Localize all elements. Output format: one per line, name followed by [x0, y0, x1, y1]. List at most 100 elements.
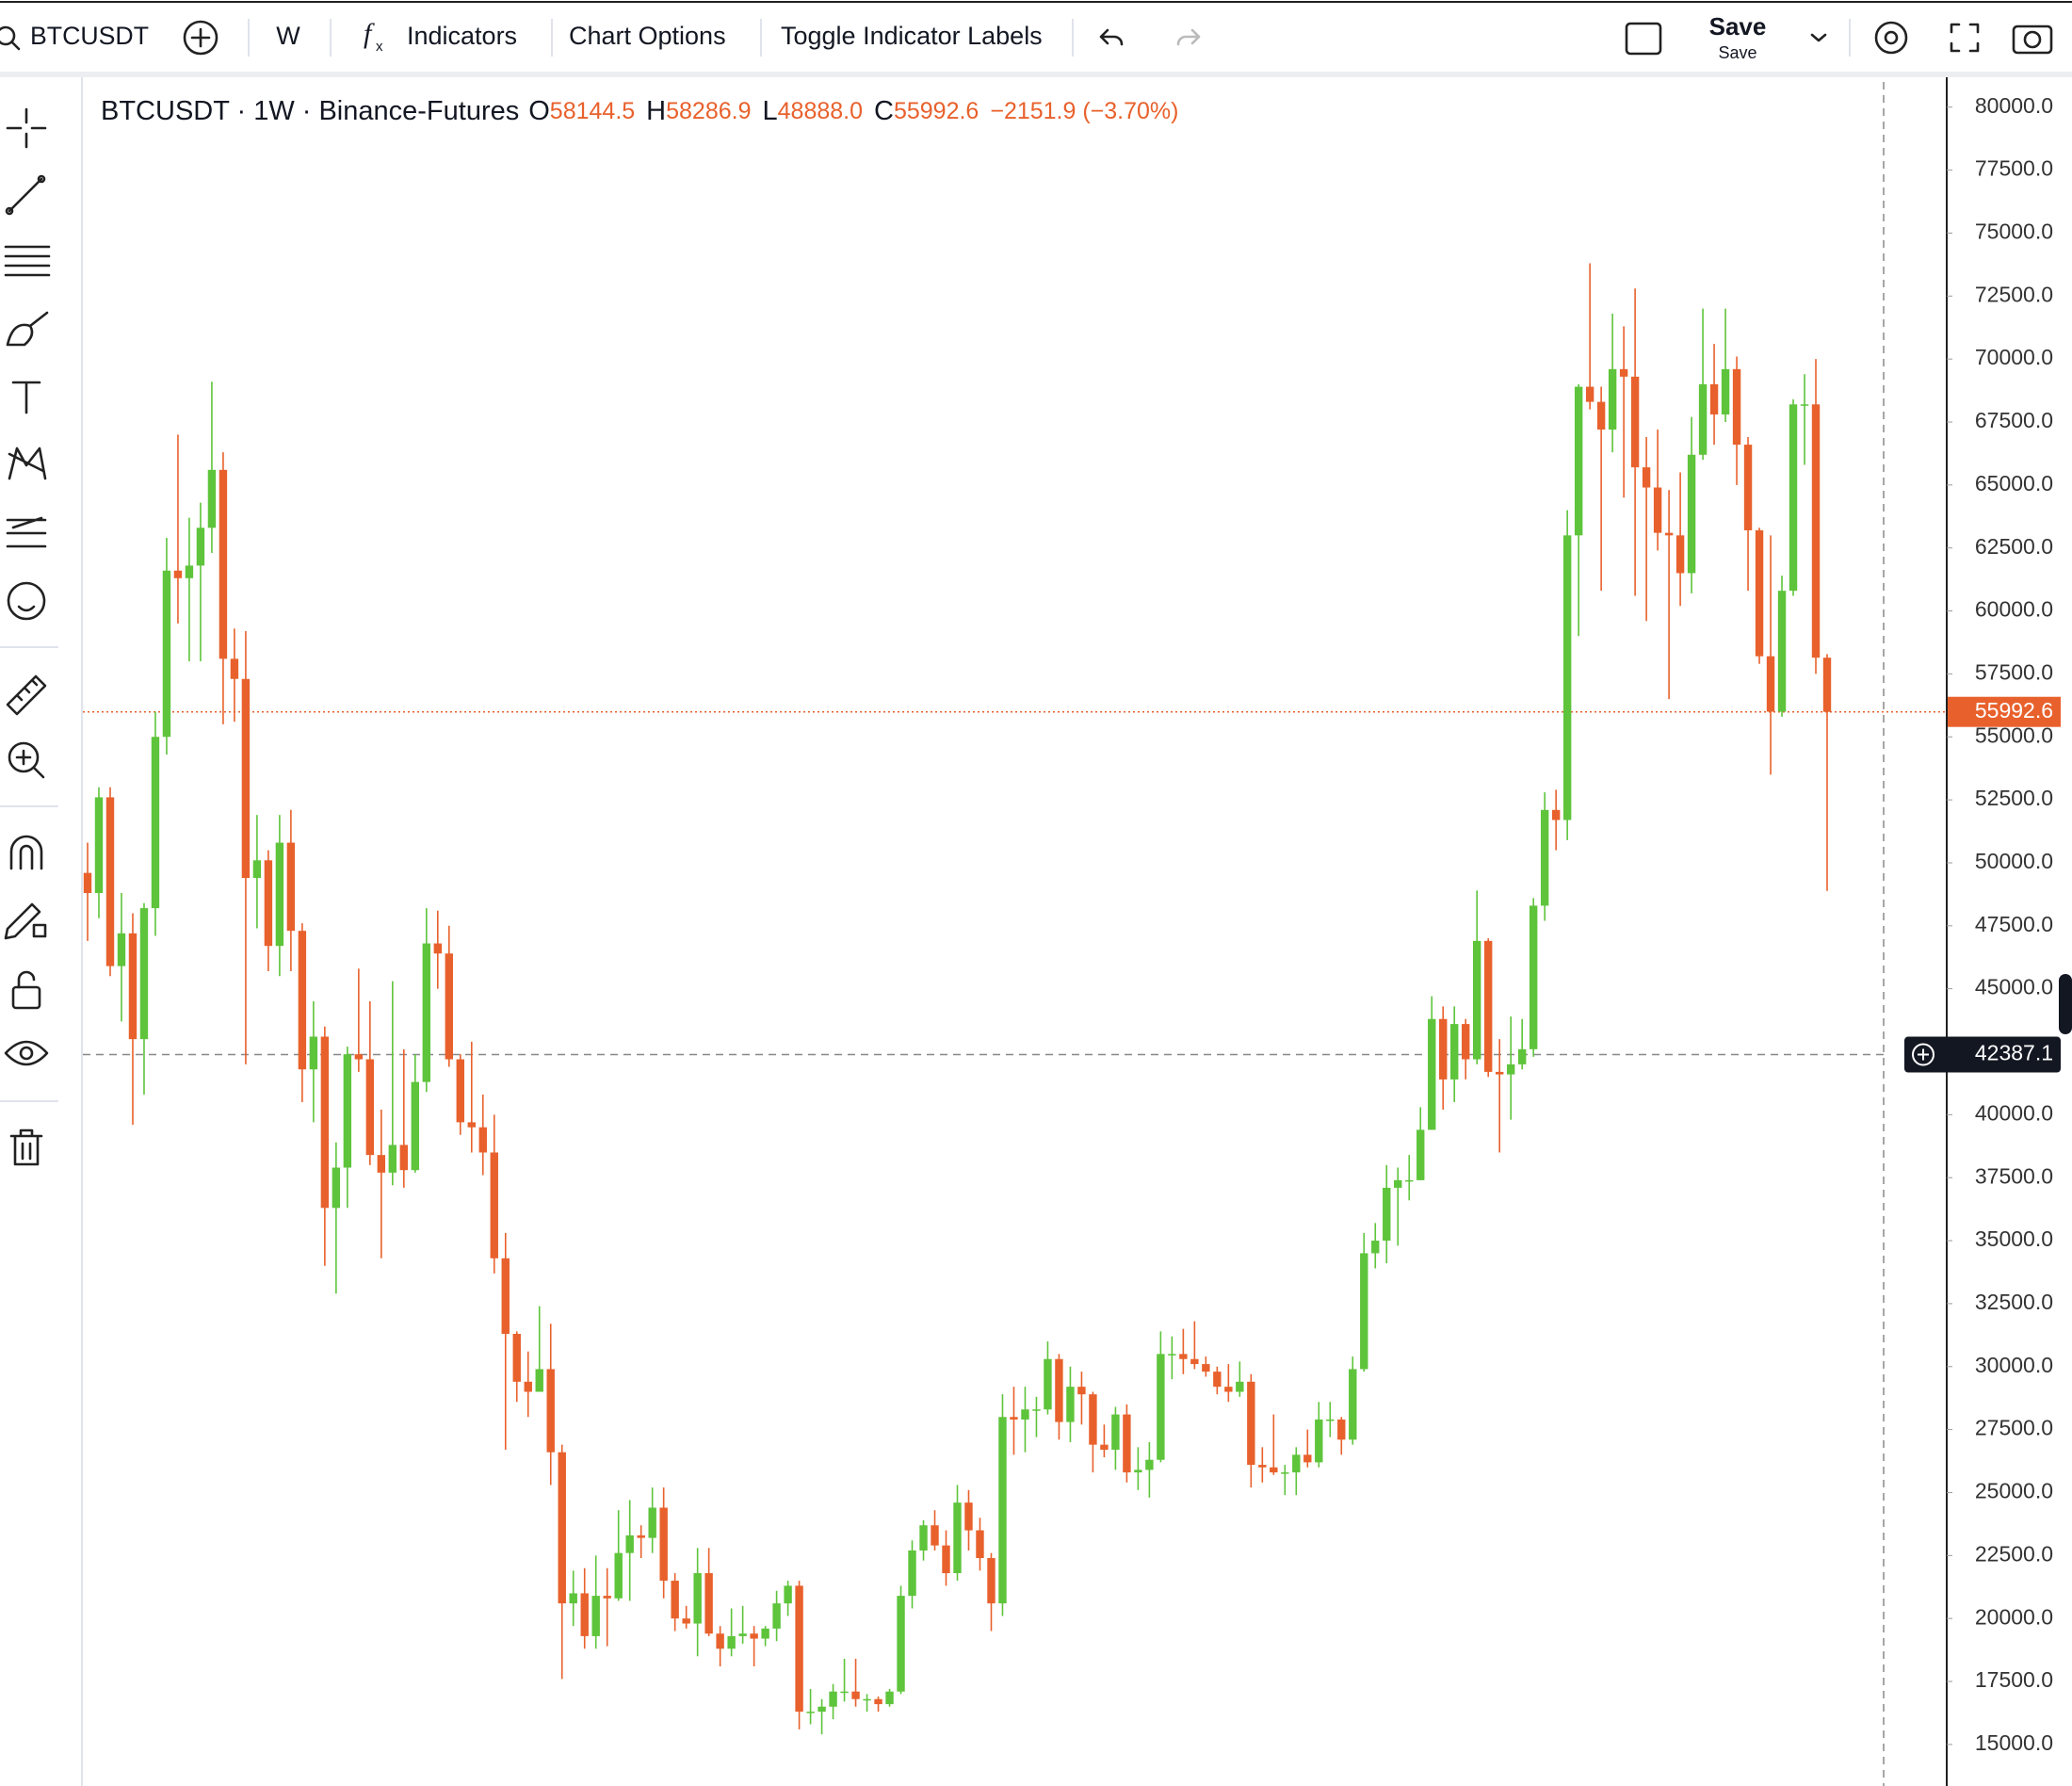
legend-key: H — [646, 96, 666, 126]
lock-drawing-tool[interactable] — [4, 902, 47, 940]
candle-body — [1032, 1409, 1041, 1411]
candle-body — [128, 933, 138, 1040]
candle-body — [1111, 1414, 1120, 1451]
magnet-tool[interactable] — [9, 835, 43, 870]
symbol[interactable]: BTCUSDT — [30, 22, 149, 50]
candle-body — [1292, 1454, 1301, 1473]
fib-tool[interactable] — [4, 245, 51, 277]
compare-button[interactable] — [183, 20, 219, 56]
candle-body — [863, 1698, 871, 1701]
candle-body — [1134, 1469, 1142, 1473]
save-button[interactable]: Save — [1709, 12, 1767, 41]
candle-body — [693, 1573, 702, 1624]
settings-button[interactable] — [1874, 21, 1908, 55]
candle-body — [1732, 368, 1741, 446]
y-tick-label: 62500.0 — [1975, 534, 2053, 559]
undo-button[interactable] — [1099, 28, 1124, 46]
delete-tool[interactable] — [9, 1128, 43, 1166]
candle-body — [976, 1530, 984, 1558]
zoom-tool[interactable] — [8, 741, 40, 773]
search-icon — [10, 41, 21, 51]
candle-body — [388, 1145, 397, 1173]
y-tick-label: 40000.0 — [1975, 1100, 2053, 1125]
y-tick-label: 72500.0 — [1975, 282, 2053, 306]
crosshair-tool[interactable] — [6, 107, 47, 149]
save-menu[interactable] — [1810, 33, 1827, 42]
crosshair-label: 42387.1 — [1975, 1041, 2053, 1065]
left-toolbar — [0, 77, 83, 1786]
candle-body — [1123, 1414, 1131, 1473]
candle-body — [1270, 1467, 1278, 1473]
text-tool[interactable] — [11, 381, 41, 414]
candle-body — [1755, 529, 1764, 657]
candle-body — [162, 570, 171, 738]
brush-tool[interactable] — [6, 311, 49, 347]
prediction-tool[interactable] — [6, 516, 47, 548]
screenshot-button[interactable] — [2012, 24, 2053, 55]
chart-options-button[interactable]: Chart Options — [569, 22, 726, 50]
candle-body — [1066, 1387, 1075, 1422]
lock-tool[interactable] — [11, 985, 41, 1010]
interval-button[interactable]: W — [276, 22, 300, 50]
y-tick-label: 35000.0 — [1975, 1226, 2053, 1251]
last-price-label: 55992.6 — [1975, 698, 2053, 723]
candle-body — [83, 872, 92, 894]
candle-body — [1721, 368, 1730, 414]
candle-body — [365, 1059, 375, 1156]
candle-body — [1822, 658, 1832, 712]
candle-body — [1462, 1024, 1470, 1060]
eye-icon — [19, 1046, 34, 1061]
candle-body — [1315, 1419, 1323, 1463]
toggle-labels-button[interactable]: Toggle Indicator Labels — [781, 22, 1043, 50]
y-tick-label: 50000.0 — [1975, 849, 2053, 873]
candle-body — [1608, 368, 1617, 430]
candle-body — [275, 842, 284, 947]
candle-body — [264, 860, 273, 947]
candle-body — [919, 1525, 928, 1551]
candle-body — [750, 1633, 758, 1639]
candle-body — [377, 1155, 386, 1173]
redo-button[interactable] — [1176, 28, 1201, 46]
candle-body — [1585, 386, 1594, 402]
candle-body — [512, 1334, 521, 1382]
trend-line-tool[interactable] — [8, 177, 43, 213]
candle-body — [580, 1593, 589, 1636]
candle-body — [953, 1502, 962, 1574]
candle-body — [535, 1369, 543, 1392]
candle-body — [1371, 1241, 1380, 1254]
layout-button[interactable] — [1625, 22, 1662, 56]
candle-body — [1596, 401, 1606, 430]
indicators-button[interactable]: Indicators — [407, 22, 517, 50]
fullscreen-button[interactable] — [1950, 23, 1980, 53]
candle-body — [1190, 1358, 1199, 1365]
candle-body — [716, 1633, 724, 1649]
y-tick-label: 20000.0 — [1975, 1604, 2053, 1629]
emoji-tool[interactable] — [7, 581, 46, 621]
measure-tool[interactable] — [6, 674, 47, 716]
candle-body — [1811, 404, 1821, 658]
save-subtitle: Save — [1718, 43, 1756, 62]
candle-body — [851, 1691, 860, 1699]
y-tick-label: 32500.0 — [1975, 1290, 2053, 1314]
tool-icon — [37, 174, 46, 184]
candle-body — [94, 797, 104, 894]
candle-body — [1777, 591, 1787, 712]
y-tick-label: 77500.0 — [1975, 156, 2053, 181]
side-panel-handle[interactable] — [2059, 974, 2072, 1034]
candle-body — [1337, 1419, 1346, 1440]
candle-body — [1495, 1071, 1504, 1075]
legend-key: O — [528, 96, 550, 126]
add-alert-button[interactable] — [1912, 1043, 1934, 1066]
candle-body — [648, 1507, 656, 1538]
pattern-tool[interactable] — [8, 446, 47, 480]
candle-body — [806, 1712, 815, 1713]
emoji-icon — [17, 605, 36, 612]
symbol-search[interactable]: BTCUSDT — [0, 22, 149, 51]
hide-tool[interactable] — [4, 1040, 49, 1066]
candle-body — [343, 1054, 352, 1168]
candle-body — [1089, 1394, 1097, 1445]
y-tick-label: 37500.0 — [1975, 1163, 2053, 1188]
candle-body — [998, 1417, 1007, 1604]
candle-body — [1450, 1024, 1459, 1080]
